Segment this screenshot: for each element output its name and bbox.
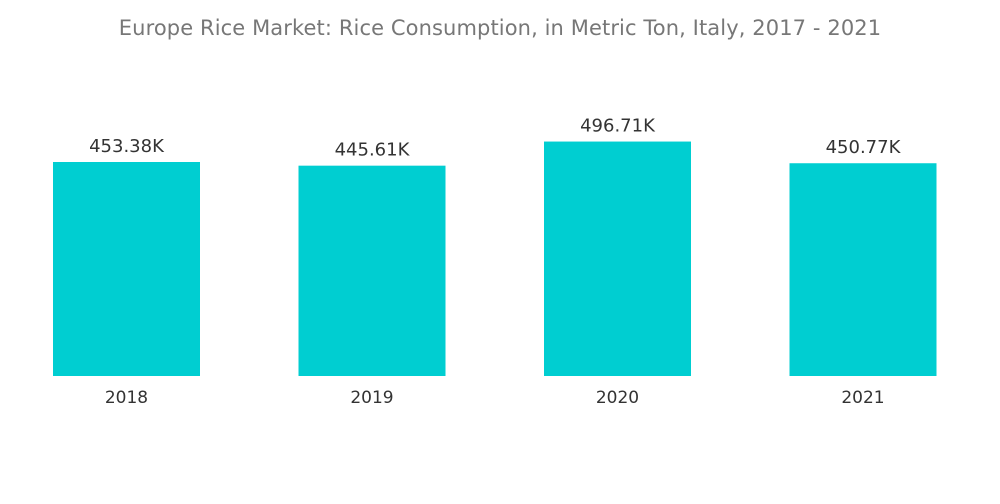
bar-2018	[53, 162, 200, 376]
value-label-2019: 445.61K	[335, 140, 411, 161]
chart-title: Europe Rice Market: Rice Consumption, in…	[118, 16, 882, 40]
x-tick-label-2021: 2021	[841, 388, 884, 408]
bar-2020	[544, 141, 691, 376]
value-label-2021: 450.77K	[826, 137, 902, 158]
x-tick-label-2018: 2018	[105, 388, 148, 408]
bar-2021	[789, 163, 937, 376]
x-tick-label-2019: 2019	[350, 388, 393, 408]
value-labels-layer: 453.38K 445.61K 496.71K 450.77K	[89, 116, 901, 161]
tick-labels-layer: 2018 2019 2020 2021	[105, 388, 885, 408]
value-label-2018: 453.38K	[89, 136, 165, 157]
value-label-2020: 496.71K	[580, 116, 656, 137]
bars-layer	[53, 141, 937, 376]
bar-2019	[298, 165, 446, 376]
x-tick-label-2020: 2020	[596, 388, 639, 408]
